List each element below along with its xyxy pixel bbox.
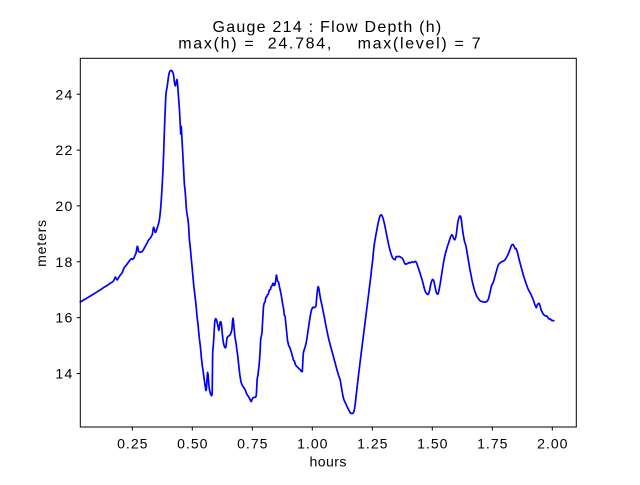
svg-text:meters: meters: [33, 219, 49, 267]
svg-text:22: 22: [55, 142, 73, 158]
svg-text:0.75: 0.75: [237, 436, 268, 452]
svg-text:hours: hours: [309, 454, 346, 470]
svg-text:1.75: 1.75: [477, 436, 508, 452]
svg-text:1.00: 1.00: [297, 436, 328, 452]
svg-text:Gauge 214 : Flow Depth (h): Gauge 214 : Flow Depth (h): [213, 19, 443, 36]
svg-text:0.50: 0.50: [177, 436, 208, 452]
svg-text:1.50: 1.50: [417, 436, 448, 452]
svg-text:max(h) = 24.784, max(level: max(h) = 24.784, max(level) = 7: [178, 35, 482, 52]
svg-text:2.00: 2.00: [537, 436, 568, 452]
svg-text:20: 20: [55, 198, 73, 214]
svg-text:16: 16: [55, 310, 73, 326]
svg-text:24: 24: [55, 86, 73, 102]
svg-text:0.25: 0.25: [117, 436, 148, 452]
svg-text:14: 14: [55, 366, 73, 382]
svg-text:18: 18: [55, 254, 73, 270]
svg-text:1.25: 1.25: [357, 436, 388, 452]
